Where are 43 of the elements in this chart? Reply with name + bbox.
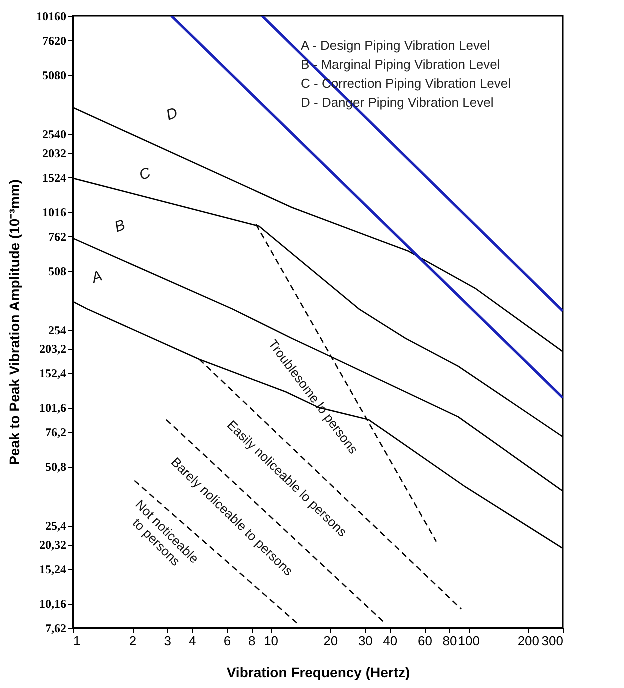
y-tick-label: 15,24: [40, 562, 66, 577]
annotation: A: [88, 268, 105, 288]
y-tick-label: 1524: [42, 170, 66, 185]
y-tick-label: 10,16: [40, 597, 66, 612]
x-tick-label: 2: [129, 634, 137, 648]
annotation: B - Marginal Piping Vibration Level: [301, 57, 500, 72]
y-tick-label: 1016: [42, 205, 66, 220]
y-tick-label: 7620: [42, 34, 66, 48]
y-tick-label: 50,8: [46, 460, 66, 474]
x-tick-label: 30: [358, 634, 373, 648]
y-tick-label: 10160: [36, 10, 66, 24]
x-tick-label: 3: [164, 634, 172, 648]
annotation: D: [164, 104, 180, 124]
x-tick-label: 4: [188, 634, 196, 648]
y-tick-label: 5080: [42, 68, 66, 82]
y-tick-label: 762: [48, 230, 66, 244]
y-axis-title: Peak to Peak Vibration Amplitude (10⁻³mm): [6, 180, 22, 466]
x-tick-label: 20: [324, 634, 338, 648]
annotation: B: [112, 216, 128, 236]
x-tick-label: 80: [442, 634, 458, 648]
x-tick-label: 10: [264, 634, 279, 648]
y-tick-label: 508: [48, 264, 66, 278]
x-tick-label: 60: [418, 634, 432, 648]
x-tick-label: 40: [383, 634, 398, 648]
x-axis-title: Vibration Frequency (Hertz): [226, 664, 410, 680]
y-tick-label: 254: [48, 323, 66, 338]
y-tick-label: 20,32: [40, 538, 66, 552]
x-tick-label: 200: [518, 634, 540, 648]
x-tick-label: 300: [542, 634, 564, 648]
x-tick-label: 100: [458, 634, 480, 648]
y-tick-label: 25,4: [46, 519, 66, 534]
y-tick-label: 203,2: [40, 342, 66, 356]
x-tick-label: 6: [224, 634, 232, 648]
annotation: A - Design Piping Vibration Level: [301, 38, 490, 53]
y-tick-label: 101,6: [40, 401, 66, 416]
x-tick-label: 1: [74, 634, 81, 648]
y-tick-label: 7,62: [46, 622, 66, 636]
y-tick-label: 76,2: [46, 426, 66, 440]
y-tick-label: 2032: [42, 146, 66, 160]
annotation: C: [137, 164, 154, 184]
y-tick-label: 152,4: [40, 366, 66, 381]
x-tick-label: 8: [248, 634, 256, 648]
y-tick-label: 2540: [42, 127, 66, 142]
